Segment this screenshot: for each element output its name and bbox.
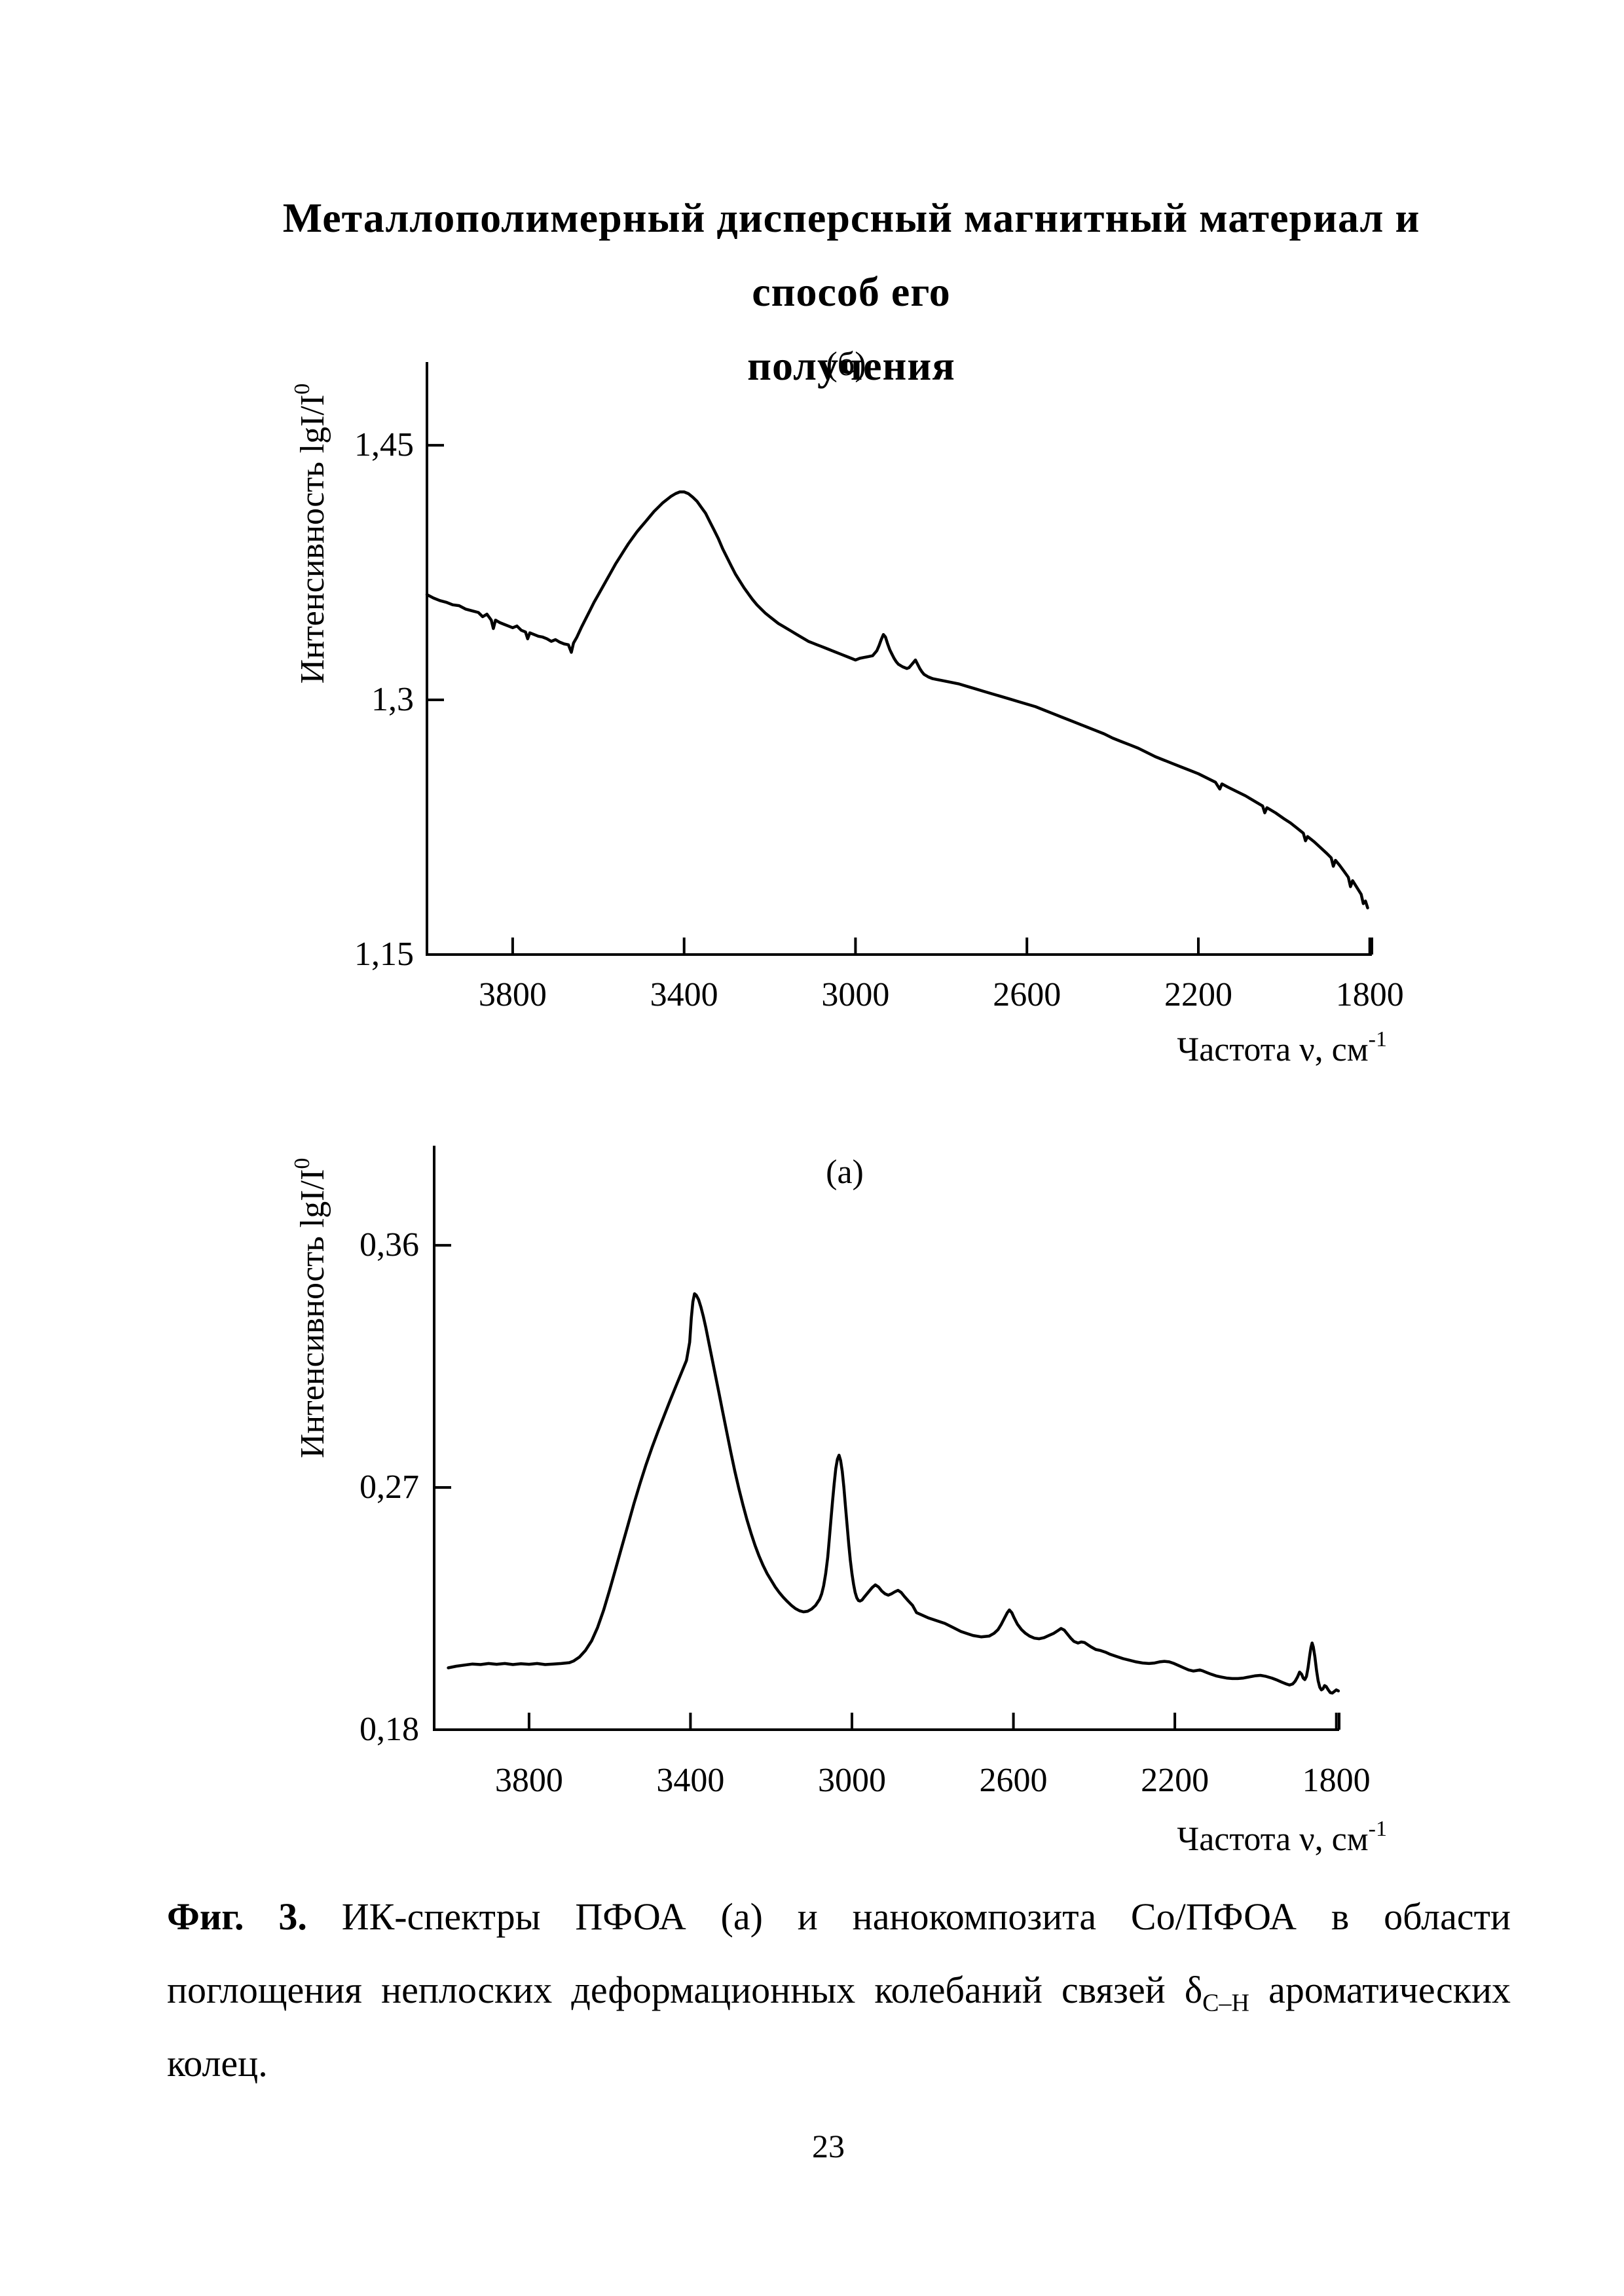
chart-a-x-tick-label: 3400 [656,1762,725,1799]
caption-line-3: колец. [167,2042,268,2085]
document-title-line2: получения [747,342,955,389]
chart-a-axes [433,1146,1339,1731]
page-number: 23 [812,2128,845,2164]
caption-line2-tail: ароматических [1249,1969,1511,2011]
chart-a-x-tick-label: 1800 [1302,1762,1371,1799]
caption-line-1: Фиг. 3. ИК-спектры ПФОА (а) и нанокомпоз… [167,1880,1511,1954]
caption-line-2: поглощения неплоских деформационных коле… [167,1954,1511,2027]
chart-a-panel-label: (а) [826,1154,864,1191]
document-title: Металлополимерный дисперсный магнитный м… [216,181,1486,403]
chart-a-x-tick-label: 3000 [817,1762,886,1799]
chart-a-x-axis-label: Частота ν, см-1 [1177,1817,1387,1858]
caption-line2-text: поглощения неплоских деформационных коле… [167,1969,1203,2011]
caption-delta-subscript: C–H [1202,1989,1249,2017]
chart-b-y-axis-label: Интенсивность lgI/I0 [290,383,331,684]
figure-caption: Фиг. 3. ИК-спектры ПФОА (а) и нанокомпоз… [167,1880,1511,2100]
chart-a-tick-marks [434,1244,1340,1731]
chart-a-y-tick-label: 0,27 [360,1468,419,1506]
chart-b-spectrum-curve [425,490,1369,909]
chart-b-x-tick-label: 2600 [993,976,1061,1013]
chart-a-x-tick-label: 2600 [979,1762,1048,1799]
chart-b-x-tick-label: 3800 [478,976,547,1013]
chart-a-x-tick-label: 2200 [1141,1762,1209,1799]
caption-line1-text: ИК-спектры ПФОА (а) и нанокомпозита Co/П… [306,1895,1511,1938]
chart-b-x-tick-label: 3400 [650,976,718,1013]
caption-figure-label: Фиг. 3. [167,1895,307,1938]
chart-a-y-tick-label: 0,36 [360,1226,419,1264]
chart-b-panel-label: (б) [826,346,866,383]
chart-a-spectrum-curve [447,1292,1340,1695]
chart-b-y-tick-label: 1,3 [371,681,414,719]
chart-b-axes [426,362,1372,956]
chart-b-y-tick-label: 1,45 [354,426,414,464]
chart-b-x-tick-label: 2200 [1164,976,1232,1013]
chart-a-y-axis-label: Интенсивность lgI/I0 [290,1157,331,1459]
chart-b-x-tick-label: 1800 [1335,976,1404,1013]
document-title-line1: Металлополимерный дисперсный магнитный м… [282,194,1420,315]
chart-a-x-tick-label: 3800 [494,1762,563,1799]
chart-a-y-tick-label: 0,18 [360,1711,419,1748]
chart-b-tick-marks [427,444,1373,956]
chart-b-y-tick-label: 1,15 [354,936,414,973]
chart-b-x-tick-label: 3000 [821,976,890,1013]
chart-b-x-axis-label: Частота ν, см-1 [1177,1027,1387,1068]
